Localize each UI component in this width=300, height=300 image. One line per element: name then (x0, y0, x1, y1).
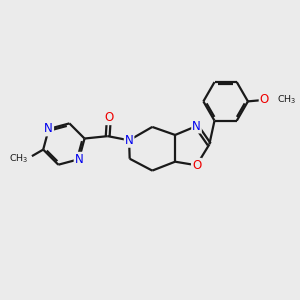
Text: O: O (260, 93, 269, 106)
Text: CH$_3$: CH$_3$ (277, 93, 296, 106)
Text: N: N (75, 153, 83, 166)
Text: O: O (104, 111, 113, 124)
Text: O: O (192, 159, 201, 172)
Text: N: N (192, 119, 201, 133)
Text: CH$_3$: CH$_3$ (9, 152, 28, 165)
Text: N: N (44, 122, 53, 135)
Text: N: N (125, 134, 134, 147)
